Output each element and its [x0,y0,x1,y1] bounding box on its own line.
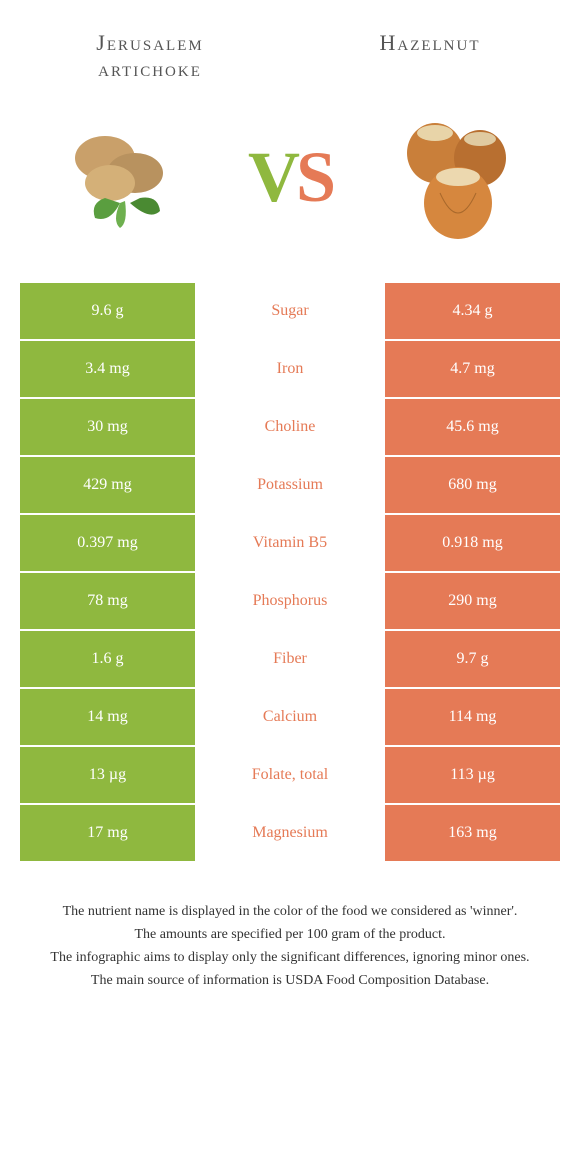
header: Jerusalem artichoke Hazelnut [0,0,580,93]
nutrient-name: Potassium [197,457,383,513]
table-row: 429 mgPotassium680 mg [20,457,560,513]
nutrient-name: Magnesium [197,805,383,861]
vs-s-letter: S [296,137,332,217]
left-value: 78 mg [20,573,195,629]
left-food-title: Jerusalem artichoke [50,30,250,83]
footer-line-1: The nutrient name is displayed in the co… [30,901,550,922]
left-value: 14 mg [20,689,195,745]
right-value: 4.7 mg [385,341,560,397]
right-value: 290 mg [385,573,560,629]
left-value: 1.6 g [20,631,195,687]
nutrient-name: Calcium [197,689,383,745]
comparison-table: 9.6 gSugar4.34 g3.4 mgIron4.7 mg30 mgCho… [20,283,560,861]
table-row: 30 mgCholine45.6 mg [20,399,560,455]
right-value: 680 mg [385,457,560,513]
left-value: 429 mg [20,457,195,513]
nutrient-name: Vitamin B5 [197,515,383,571]
table-row: 78 mgPhosphorus290 mg [20,573,560,629]
vs-row: VS [0,93,580,283]
left-value: 3.4 mg [20,341,195,397]
nutrient-name: Fiber [197,631,383,687]
right-value: 114 mg [385,689,560,745]
table-row: 9.6 gSugar4.34 g [20,283,560,339]
table-row: 14 mgCalcium114 mg [20,689,560,745]
nutrient-name: Sugar [197,283,383,339]
table-row: 13 µgFolate, total113 µg [20,747,560,803]
table-row: 17 mgMagnesium163 mg [20,805,560,861]
right-value: 113 µg [385,747,560,803]
right-value: 9.7 g [385,631,560,687]
hazelnut-image [380,103,530,253]
left-value: 9.6 g [20,283,195,339]
right-value: 4.34 g [385,283,560,339]
jerusalem-artichoke-image [50,103,200,253]
footer-line-3: The infographic aims to display only the… [30,947,550,968]
footer-notes: The nutrient name is displayed in the co… [30,901,550,991]
nutrient-name: Phosphorus [197,573,383,629]
footer-line-4: The main source of information is USDA F… [30,970,550,991]
nutrient-name: Folate, total [197,747,383,803]
nutrient-name: Choline [197,399,383,455]
vs-v-letter: V [248,137,296,217]
nutrient-name: Iron [197,341,383,397]
left-value: 13 µg [20,747,195,803]
left-value: 17 mg [20,805,195,861]
table-row: 0.397 mgVitamin B50.918 mg [20,515,560,571]
vs-label: VS [248,136,332,219]
right-food-title: Hazelnut [330,30,530,83]
right-value: 0.918 mg [385,515,560,571]
footer-line-2: The amounts are specified per 100 gram o… [30,924,550,945]
table-row: 3.4 mgIron4.7 mg [20,341,560,397]
right-value: 163 mg [385,805,560,861]
left-value: 30 mg [20,399,195,455]
left-value: 0.397 mg [20,515,195,571]
table-row: 1.6 gFiber9.7 g [20,631,560,687]
right-value: 45.6 mg [385,399,560,455]
